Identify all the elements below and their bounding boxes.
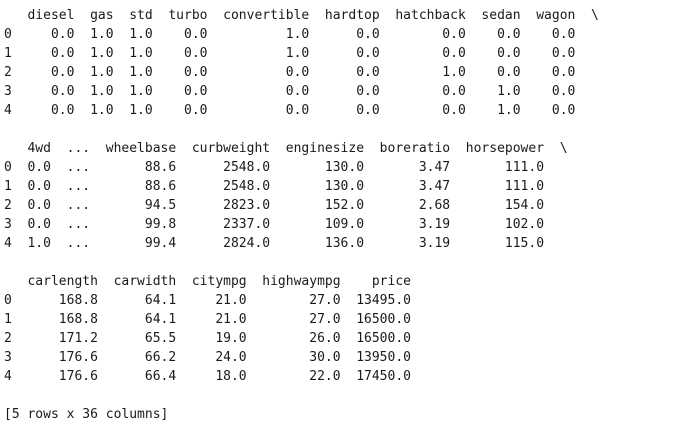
- data-row-line: 3 0.0 ... 99.8 2337.0 109.0 3.19 102.0: [4, 217, 545, 232]
- data-row-line: 2 0.0 ... 94.5 2823.0 152.0 2.68 154.0: [4, 198, 545, 213]
- data-row-line: 3 176.6 66.2 24.0 30.0 13950.0: [4, 350, 411, 365]
- data-row-line: 3 0.0 1.0 1.0 0.0 0.0 0.0 0.0 1.0 0.0: [4, 84, 576, 99]
- data-row-line: 4 176.6 66.4 18.0 22.0 17450.0: [4, 369, 411, 384]
- data-row-line: 1 0.0 1.0 1.0 0.0 1.0 0.0 0.0 0.0 0.0: [4, 46, 576, 61]
- data-row-line: 0 168.8 64.1 21.0 27.0 13495.0: [4, 293, 411, 308]
- column-header-line: diesel gas std turbo convertible hardtop…: [4, 8, 599, 23]
- data-row-line: 2 0.0 1.0 1.0 0.0 0.0 0.0 1.0 0.0 0.0: [4, 65, 576, 80]
- column-header-line: 4wd ... wheelbase curbweight enginesize …: [4, 141, 568, 156]
- column-header-line: carlength carwidth citympg highwaympg pr…: [4, 274, 411, 289]
- data-row-line: 1 168.8 64.1 21.0 27.0 16500.0: [4, 312, 411, 327]
- dataframe-printout: diesel gas std turbo convertible hardtop…: [4, 8, 599, 422]
- shape-summary: [5 rows x 36 columns]: [4, 407, 169, 422]
- data-row-line: 0 0.0 1.0 1.0 0.0 1.0 0.0 0.0 0.0 0.0: [4, 27, 576, 42]
- data-row-line: 4 0.0 1.0 1.0 0.0 0.0 0.0 0.0 1.0 0.0: [4, 103, 576, 118]
- data-row-line: 4 1.0 ... 99.4 2824.0 136.0 3.19 115.0: [4, 236, 545, 251]
- data-row-line: 1 0.0 ... 88.6 2548.0 130.0 3.47 111.0: [4, 179, 545, 194]
- data-row-line: 2 171.2 65.5 19.0 26.0 16500.0: [4, 331, 411, 346]
- data-row-line: 0 0.0 ... 88.6 2548.0 130.0 3.47 111.0: [4, 160, 545, 175]
